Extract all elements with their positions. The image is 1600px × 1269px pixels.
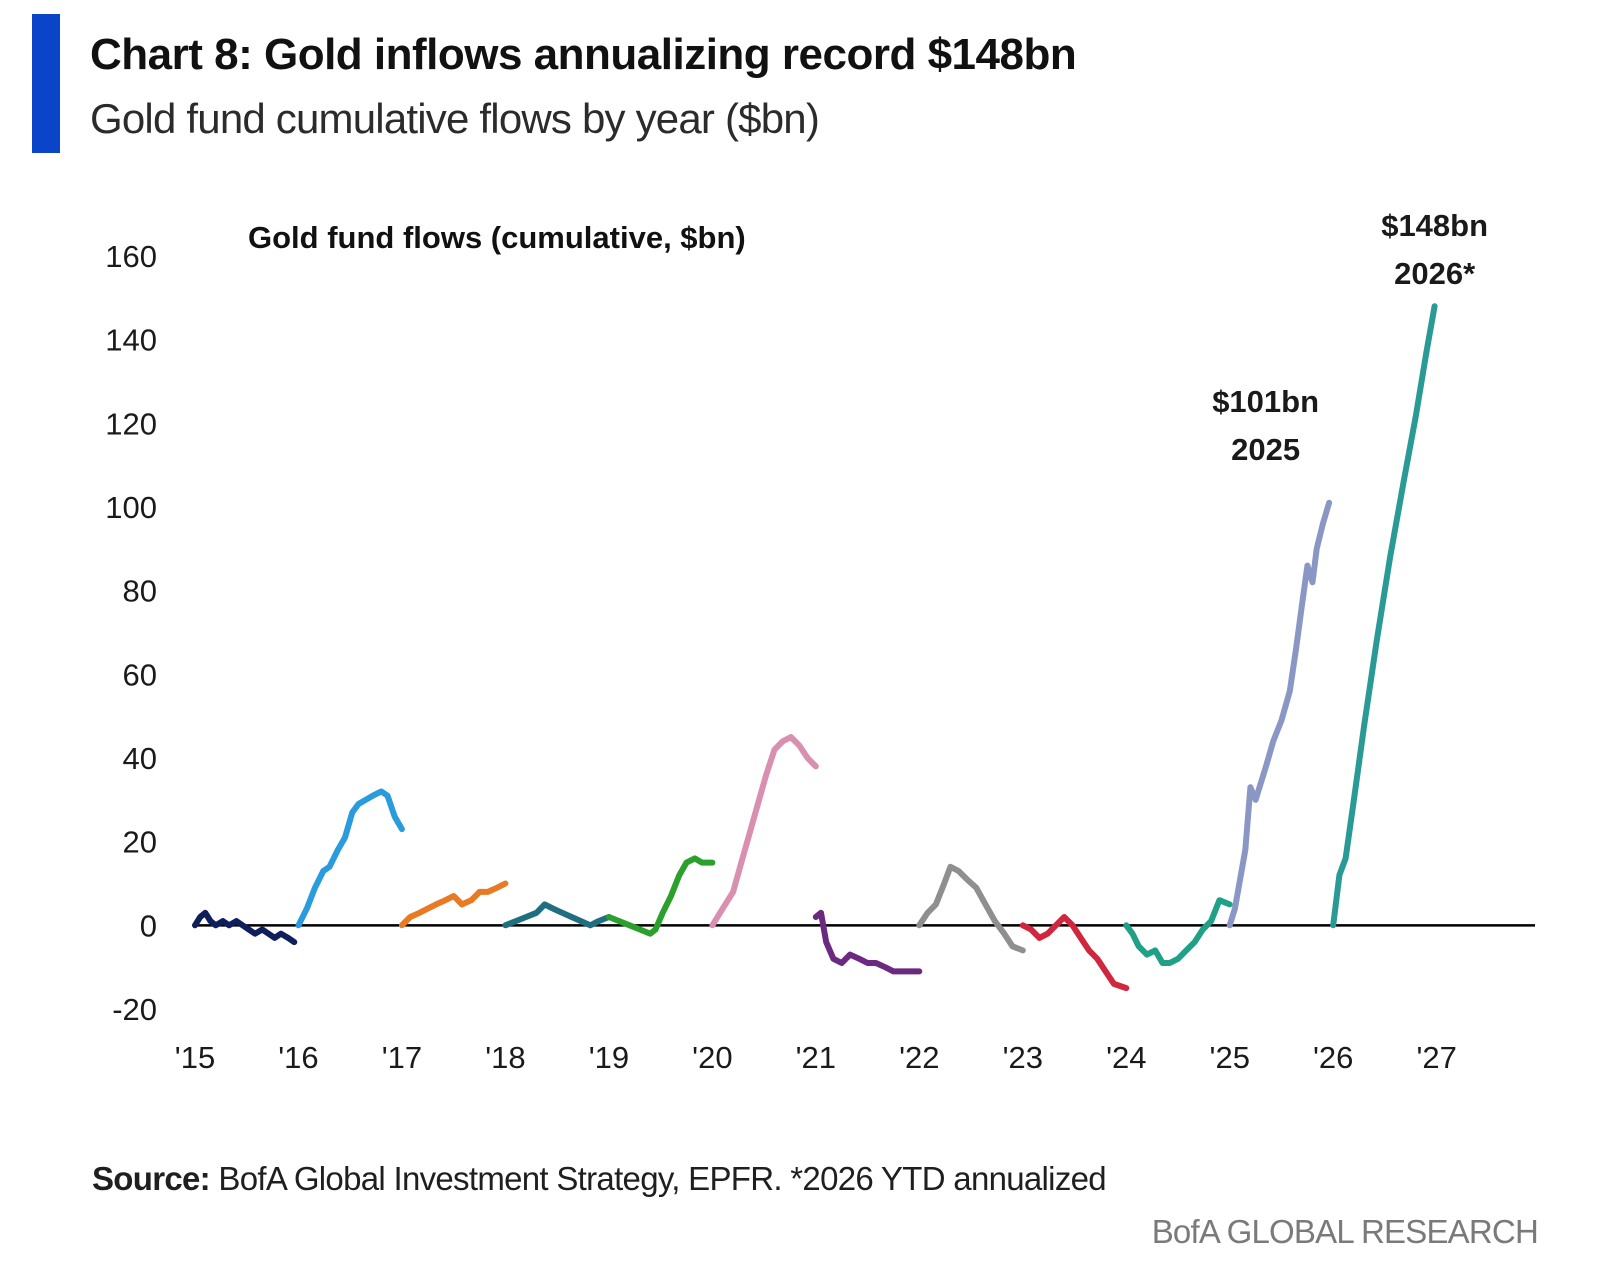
series-line-4 bbox=[502, 901, 612, 929]
source-note: Source: BofA Global Investment Strategy,… bbox=[92, 1160, 1107, 1198]
x-tick-label: '19 bbox=[589, 1040, 629, 1075]
y-tick-label: -20 bbox=[112, 992, 157, 1027]
x-tick-label: '16 bbox=[278, 1040, 318, 1075]
series-line-7 bbox=[812, 909, 923, 975]
x-tick-label: '18 bbox=[485, 1040, 525, 1075]
x-tick-label: '15 bbox=[175, 1040, 215, 1075]
series-line-8 bbox=[916, 863, 1026, 954]
accent-bar bbox=[32, 14, 60, 153]
x-tick-label: '22 bbox=[899, 1040, 939, 1075]
x-tick-label: '17 bbox=[382, 1040, 422, 1075]
y-tick-label: 40 bbox=[123, 741, 157, 776]
series-line-6 bbox=[709, 734, 819, 929]
x-tick-label: '26 bbox=[1313, 1040, 1353, 1075]
chart-title: Chart 8: Gold inflows annualizing record… bbox=[90, 30, 1077, 79]
x-tick-label: '20 bbox=[692, 1040, 732, 1075]
x-tick-label: '25 bbox=[1210, 1040, 1250, 1075]
x-tick-label: '23 bbox=[1003, 1040, 1043, 1075]
y-tick-label: 100 bbox=[105, 490, 157, 525]
series-line-2 bbox=[295, 788, 405, 929]
annotation-value-label: $148bn bbox=[1381, 208, 1488, 243]
chart-subtitle: Gold fund cumulative flows by year ($bn) bbox=[90, 95, 820, 142]
y-tick-label: 20 bbox=[123, 825, 157, 860]
annotation-year-label: 2026* bbox=[1394, 256, 1476, 291]
y-tick-label: 80 bbox=[123, 574, 157, 609]
series-line-1 bbox=[192, 909, 298, 946]
x-tick-label: '27 bbox=[1416, 1040, 1456, 1075]
y-tick-label: 0 bbox=[140, 908, 157, 943]
annotation-value-label: $101bn bbox=[1212, 384, 1319, 419]
annotation-year-label: 2025 bbox=[1231, 432, 1300, 467]
x-tick-label: '21 bbox=[796, 1040, 836, 1075]
inner-chart-title: Gold fund flows (cumulative, $bn) bbox=[248, 220, 746, 255]
series-line-12 bbox=[1330, 303, 1438, 929]
source-label: Source: bbox=[92, 1160, 211, 1197]
series-line-9 bbox=[1019, 914, 1130, 992]
source-text: BofA Global Investment Strategy, EPFR. *… bbox=[209, 1160, 1106, 1197]
series-line-10 bbox=[1123, 897, 1233, 966]
series-line-5 bbox=[605, 855, 716, 937]
x-tick-label: '24 bbox=[1106, 1040, 1146, 1075]
y-tick-label: 160 bbox=[105, 239, 157, 274]
series-line-11 bbox=[1226, 499, 1333, 929]
y-tick-label: 60 bbox=[123, 657, 157, 692]
series-line-3 bbox=[398, 880, 509, 929]
y-tick-label: 120 bbox=[105, 406, 157, 441]
y-tick-label: 140 bbox=[105, 323, 157, 358]
brand-label: BofA GLOBAL RESEARCH bbox=[1151, 1213, 1539, 1250]
